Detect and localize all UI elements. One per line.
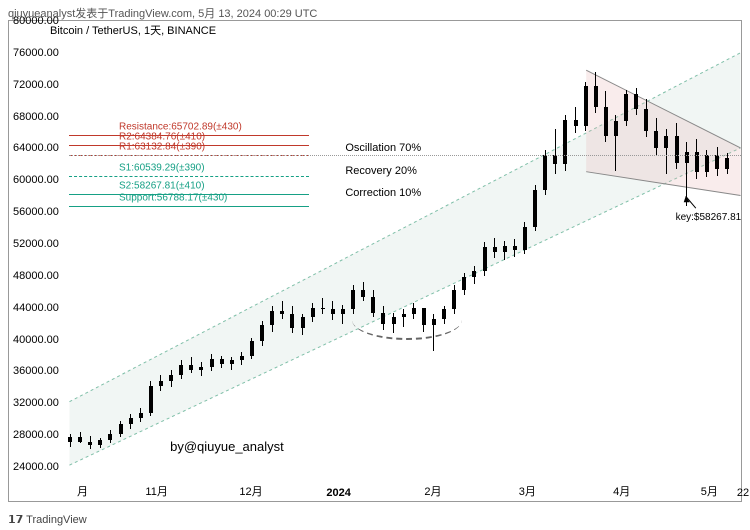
x-tick: 4月 <box>613 483 630 499</box>
y-tick: 48000.00 <box>13 270 59 282</box>
y-tick: 52000.00 <box>13 238 59 250</box>
y-tick: 24000.00 <box>13 461 59 473</box>
y-tick: 32000.00 <box>13 397 59 409</box>
chart-container: qiuyueanalyst发表于TradingView.com, 5月 13, … <box>0 0 750 530</box>
y-tick: 36000.00 <box>13 365 59 377</box>
tv-logo-icon: 𝟭𝟳 <box>8 514 23 526</box>
plot-area: Resistance:65702.89(±430)R2:64384.76(±41… <box>69 21 741 481</box>
x-axis: 月11月12月20242月3月4月5月22 <box>69 481 741 501</box>
y-tick: 72000.00 <box>13 79 59 91</box>
x-tick: 22 <box>737 487 749 499</box>
y-axis: 24000.00 28000.00 32000.00 36000.00 40000.00… <box>9 21 69 501</box>
y-tick: 64000.00 <box>13 142 59 154</box>
y-tick: 80000.00 <box>13 15 59 27</box>
x-tick: 3月 <box>519 483 536 499</box>
x-tick: 月 <box>77 483 88 499</box>
footer-text: TradingView <box>26 514 87 526</box>
y-tick: 76000.00 <box>13 47 59 59</box>
y-tick: 28000.00 <box>13 429 59 441</box>
x-tick: 2月 <box>424 483 441 499</box>
x-tick: 12月 <box>239 483 262 499</box>
y-tick: 60000.00 <box>13 174 59 186</box>
x-tick: 11月 <box>145 483 167 499</box>
chart-area: 24000.00 28000.00 32000.00 36000.00 40000.00… <box>8 20 742 502</box>
x-tick: 2024 <box>326 487 350 499</box>
key-arrow <box>69 21 743 483</box>
y-tick: 40000.00 <box>13 334 59 346</box>
y-tick: 68000.00 <box>13 111 59 123</box>
y-tick: 44000.00 <box>13 302 59 314</box>
y-tick: 56000.00 <box>13 206 59 218</box>
footer: 𝟭𝟳 TradingView <box>8 513 87 526</box>
x-tick: 5月 <box>701 483 718 499</box>
